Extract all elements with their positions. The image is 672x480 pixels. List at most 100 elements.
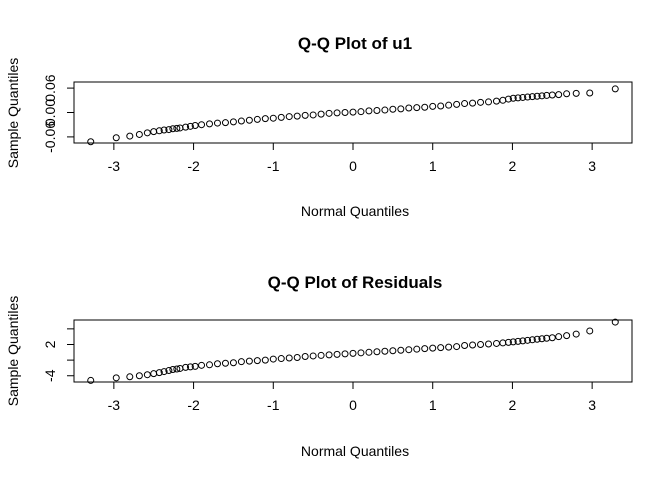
data-point <box>155 369 163 377</box>
data-point <box>143 129 151 137</box>
data-point <box>555 91 563 99</box>
data-point <box>528 336 536 344</box>
data-point <box>349 108 357 116</box>
data-point <box>229 118 237 126</box>
y-axis-u1: -0.060.000.06 <box>42 74 74 153</box>
chart-title-u1: Q-Q Plot of u1 <box>298 34 412 53</box>
data-point <box>341 109 349 116</box>
data-point <box>169 365 177 373</box>
data-point <box>365 348 373 356</box>
data-point <box>421 103 429 111</box>
data-point <box>237 358 245 366</box>
data-point <box>126 132 134 140</box>
chart-title-residuals: Q-Q Plot of Residuals <box>268 273 443 292</box>
y-tick-label: 2 <box>42 340 58 348</box>
data-point <box>572 330 580 338</box>
data-point <box>160 126 168 134</box>
data-point <box>165 367 173 375</box>
data-point <box>533 335 541 343</box>
data-point <box>485 340 493 348</box>
data-point <box>413 104 421 112</box>
data-point <box>325 351 333 359</box>
y-tick-label: 0.06 <box>42 74 58 101</box>
data-point <box>504 338 512 346</box>
x-tick-label: 1 <box>429 158 437 174</box>
data-point <box>143 371 151 379</box>
data-point <box>528 93 536 101</box>
y-axis-residuals: -4 2 <box>42 328 74 382</box>
x-tick-label: -3 <box>108 158 121 174</box>
data-point <box>285 354 293 362</box>
data-point <box>341 350 349 358</box>
data-point <box>453 343 461 351</box>
x-axis-residuals: -3 -2 -1 0 1 2 3 <box>108 382 596 413</box>
data-point <box>112 374 120 382</box>
data-point <box>173 365 181 373</box>
data-point <box>445 343 453 351</box>
data-point <box>429 102 437 110</box>
data-point <box>389 347 397 355</box>
data-point <box>477 98 485 106</box>
data-point <box>309 352 317 360</box>
data-point <box>309 111 317 119</box>
data-point <box>477 340 485 348</box>
x-tick-label: -1 <box>267 397 280 413</box>
data-point <box>509 338 517 346</box>
x-tick-label: -1 <box>267 158 280 174</box>
data-point <box>555 333 563 341</box>
data-point <box>586 89 594 97</box>
data-point <box>357 108 365 116</box>
data-point <box>586 327 594 335</box>
data-point <box>461 100 469 108</box>
data-point <box>533 92 541 100</box>
data-point <box>221 119 229 127</box>
data-point <box>538 92 546 100</box>
data-point <box>373 106 381 114</box>
data-point <box>381 106 389 114</box>
data-point <box>333 109 341 117</box>
data-point <box>160 368 168 376</box>
data-point <box>469 99 477 107</box>
x-tick-label: -2 <box>187 158 200 174</box>
data-point <box>381 347 389 355</box>
data-point <box>269 114 277 122</box>
data-point <box>253 115 261 123</box>
data-point <box>245 357 253 365</box>
data-point <box>373 348 381 356</box>
data-point <box>206 361 214 369</box>
panel-residuals: Q-Q Plot of Residuals -4 2 -3 -2 -1 0 1 2 3 Nor… <box>5 273 633 459</box>
data-point <box>169 125 177 133</box>
data-point <box>514 94 522 102</box>
data-point <box>301 352 309 360</box>
panel-u1: Q-Q Plot of u1 -0.060.000.06 -3 -2 -1 0 1 2 3 … <box>5 34 633 219</box>
data-point <box>261 115 269 123</box>
data-point <box>524 336 532 344</box>
data-point <box>437 102 445 110</box>
data-point <box>186 122 194 130</box>
data-point <box>563 90 571 98</box>
data-point <box>389 105 397 113</box>
data-point <box>237 117 245 125</box>
data-point <box>563 332 571 340</box>
data-point <box>165 126 173 134</box>
data-point <box>285 113 293 121</box>
data-point <box>182 363 190 371</box>
data-point <box>213 119 221 127</box>
x-axis-label-residuals: Normal Quantiles <box>301 443 409 459</box>
data-point <box>519 93 527 101</box>
data-point <box>317 351 325 359</box>
data-point <box>437 344 445 352</box>
data-point <box>198 121 206 129</box>
data-point <box>365 107 373 115</box>
x-axis-label-u1: Normal Quantiles <box>301 203 409 219</box>
x-tick-label: 0 <box>349 158 357 174</box>
x-tick-label: 3 <box>588 158 596 174</box>
data-point <box>253 357 261 365</box>
data-point <box>112 134 120 142</box>
data-point <box>429 344 437 352</box>
data-point <box>524 93 532 101</box>
y-tick-label: -4 <box>42 369 58 382</box>
x-tick-label: 2 <box>509 158 517 174</box>
x-tick-label: -3 <box>108 397 121 413</box>
